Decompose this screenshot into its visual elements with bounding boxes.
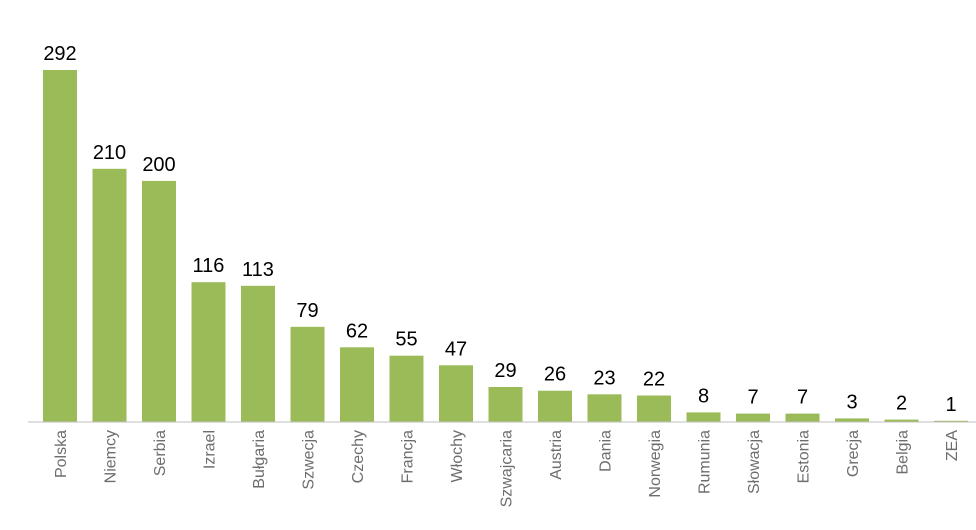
bar-12 [637, 395, 671, 422]
value-label-8: 47 [445, 338, 467, 360]
value-label-17: 2 [896, 393, 907, 415]
bar-13 [686, 412, 721, 422]
bar-9 [488, 387, 523, 422]
bar-10 [538, 390, 572, 422]
value-label-11: 23 [593, 367, 615, 389]
category-label-9: Szwajcaria [499, 430, 516, 507]
category-label-7: Francja [400, 430, 417, 483]
category-label-17: Belgia [895, 430, 912, 475]
bar-4 [241, 285, 275, 422]
category-label-15: Estonia [796, 430, 813, 483]
value-labels-group: 292 210 200 116 113 79 62 55 47 29 26 23 22 8 7 7 3 2 1 [43, 43, 956, 416]
bar-15 [785, 413, 820, 422]
value-label-16: 3 [846, 391, 857, 413]
value-label-14: 7 [747, 387, 758, 409]
bar-8 [439, 365, 473, 422]
bar-11 [587, 394, 622, 422]
category-label-18: ZEA [944, 430, 961, 461]
category-labels-group: Polska Niemcy Serbia Izrael Bułgaria Szwecja C… [53, 430, 961, 508]
bar-0 [43, 70, 77, 422]
value-label-2: 200 [142, 154, 175, 176]
bar-14 [736, 413, 770, 422]
value-label-4: 113 [242, 259, 274, 281]
category-label-1: Niemcy [103, 430, 120, 483]
value-label-10: 26 [544, 364, 566, 386]
bars-group [43, 70, 968, 422]
value-label-0: 292 [43, 43, 76, 65]
value-label-12: 22 [643, 369, 665, 391]
category-label-14: Słowacja [746, 430, 763, 494]
bar-18 [934, 420, 968, 422]
category-label-16: Grecja [845, 430, 862, 477]
category-label-13: Rumunia [697, 430, 714, 494]
category-label-12: Norwegia [647, 430, 664, 498]
category-label-5: Szwecja [301, 430, 318, 490]
category-label-2: Serbia [152, 430, 169, 476]
bar-1 [92, 168, 127, 422]
bar-5 [290, 326, 325, 422]
value-label-13: 8 [698, 385, 709, 407]
value-label-6: 62 [346, 320, 368, 342]
value-label-9: 29 [494, 360, 516, 382]
bar-7 [389, 355, 424, 422]
category-label-0: Polska [53, 430, 70, 478]
category-label-8: Włochy [449, 430, 466, 482]
category-label-4: Bułgaria [251, 430, 268, 489]
category-label-6: Czechy [350, 430, 367, 483]
value-label-18: 1 [945, 394, 956, 416]
value-label-15: 7 [797, 387, 808, 409]
bar-2 [142, 180, 176, 422]
value-label-1: 210 [93, 142, 126, 164]
bar-17 [884, 419, 919, 422]
bar-6 [340, 347, 374, 422]
category-label-11: Dania [598, 430, 615, 472]
value-label-7: 55 [395, 329, 417, 351]
category-label-10: Austria [548, 430, 565, 480]
category-label-3: Izrael [202, 430, 219, 469]
value-label-3: 116 [193, 255, 225, 277]
bar-16 [835, 418, 869, 422]
value-label-5: 79 [296, 300, 318, 322]
bar-3 [191, 282, 226, 422]
